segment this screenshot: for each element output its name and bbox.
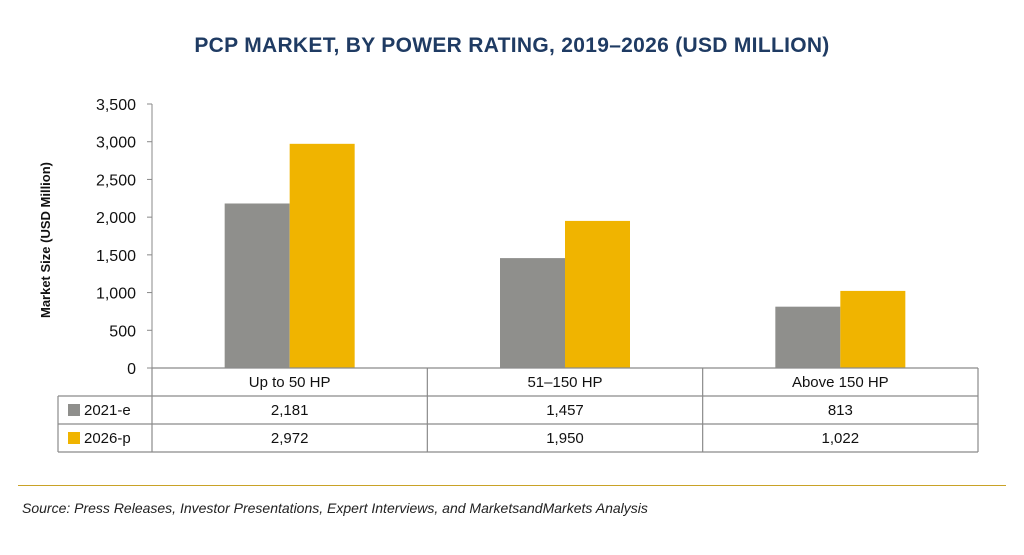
category-label: 51–150 HP [527, 374, 602, 391]
category-label: Up to 50 HP [249, 374, 331, 391]
bar-2026-p-2 [840, 290, 906, 368]
data-label-2021-e: 1,457 [546, 402, 584, 419]
category-label: Above 150 HP [792, 374, 889, 391]
data-label-2026-p: 1,950 [546, 430, 584, 447]
bar-2026-p-1 [565, 220, 630, 368]
data-label-2021-e: 2,181 [271, 402, 309, 419]
legend-key-2021-e [68, 404, 80, 416]
y-axis-label: Market Size (USD Million) [38, 162, 53, 318]
legend-label-2026-p: 2026-p [84, 430, 131, 447]
footer-divider [18, 485, 1006, 486]
data-label-2026-p: 2,972 [271, 430, 309, 447]
chart-area: Market Size (USD Million) 0 500 1,000 1,500 2… [38, 97, 979, 453]
bar-2021-e-1 [500, 258, 565, 368]
y-tick-label: 3,500 [96, 97, 136, 114]
y-tick-label: 2,500 [96, 172, 136, 189]
y-tick-label: 1,500 [96, 248, 136, 265]
chart-title: PCP MARKET, BY POWER RATING, 2019–2026 (… [194, 34, 830, 57]
bar-2021-e-0 [224, 203, 290, 368]
source-note: Source: Press Releases, Investor Present… [22, 500, 648, 516]
y-tick-label: 1,000 [96, 286, 136, 303]
data-label-2026-p: 1,022 [822, 430, 860, 447]
legend-key-2026-p [68, 432, 80, 444]
y-tick-label: 0 [127, 361, 136, 378]
bar-2026-p-0 [289, 143, 355, 368]
y-tick-label: 500 [109, 323, 136, 340]
y-tick-label: 3,000 [96, 135, 136, 152]
y-tick-label: 2,000 [96, 210, 136, 227]
data-label-2021-e: 813 [828, 402, 853, 419]
legend-label-2021-e: 2021-e [84, 402, 131, 419]
bar-2021-e-2 [775, 306, 841, 368]
